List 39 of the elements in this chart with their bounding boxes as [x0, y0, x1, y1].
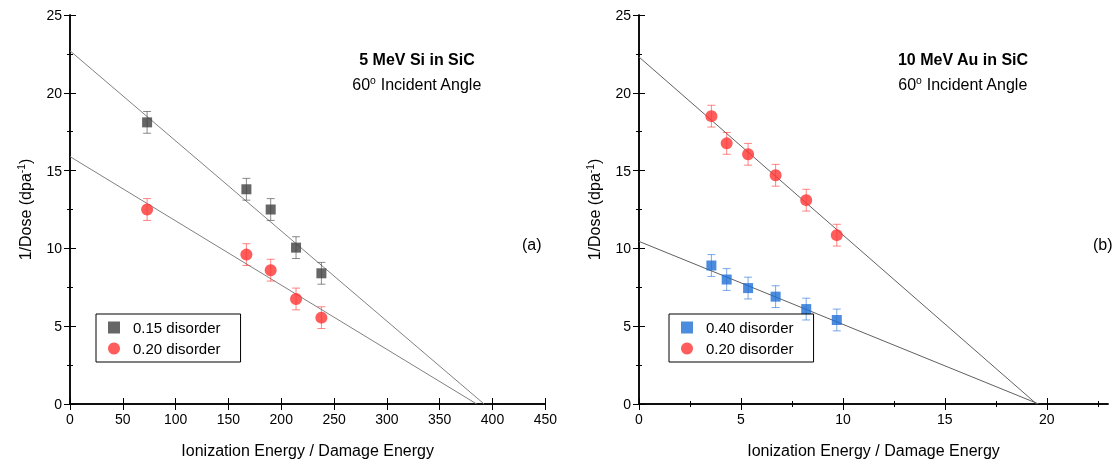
x-axis-title: Ionization Energy / Damage Energy — [747, 441, 1000, 459]
y-axis-title: 1/Dose (dpa-1) — [584, 158, 603, 261]
y-tick-label: 10 — [615, 240, 632, 257]
x-tick-label: 150 — [216, 411, 241, 427]
x-tick-label: 450 — [533, 411, 558, 427]
x-tick-label: 200 — [269, 411, 294, 427]
legend-label: 0.20 disorder — [706, 340, 794, 357]
text: 10 MeV Au in SiC — [897, 50, 1029, 68]
annotation: (a) — [522, 235, 542, 253]
x-tick-label: 0 — [66, 411, 75, 427]
y-tick-label: 5 — [54, 318, 63, 335]
text: 5 MeV Si in SiC — [359, 50, 476, 68]
x-tick-label: 15 — [937, 411, 953, 427]
legend-label: 0.15 disorder — [133, 319, 221, 336]
y-tick-label: 20 — [46, 84, 63, 101]
annotation: (b) — [1093, 235, 1113, 253]
y-axis-title: 1/Dose (dpa-1) — [15, 158, 34, 261]
y-tick-label: 20 — [615, 84, 632, 101]
y-tick-label: 0 — [623, 396, 632, 412]
x-tick-label: 5 — [737, 411, 746, 427]
x-tick-label: 350 — [428, 411, 452, 427]
y-tick-label: 0 — [54, 396, 63, 412]
x-tick-label: 20 — [1039, 411, 1055, 427]
x-tick-label: 250 — [322, 411, 346, 427]
legend-label: 0.20 disorder — [133, 340, 221, 357]
y-tick-label: 10 — [46, 240, 63, 257]
x-tick-label: 50 — [115, 411, 131, 427]
x-tick-label: 400 — [480, 411, 505, 427]
y-tick-label: 25 — [46, 7, 63, 23]
x-tick-label: 300 — [375, 411, 399, 427]
y-tick-label: 25 — [615, 7, 632, 23]
x-tick-label: 0 — [635, 411, 644, 427]
x-tick-label: 10 — [835, 411, 851, 427]
y-tick-label: 15 — [615, 162, 632, 179]
legend-label: 0.40 disorder — [706, 319, 794, 336]
y-tick-label: 5 — [623, 318, 632, 335]
y-tick-label: 15 — [46, 162, 63, 179]
x-tick-label: 100 — [163, 411, 188, 427]
x-axis-title: Ionization Energy / Damage Energy — [181, 441, 434, 459]
